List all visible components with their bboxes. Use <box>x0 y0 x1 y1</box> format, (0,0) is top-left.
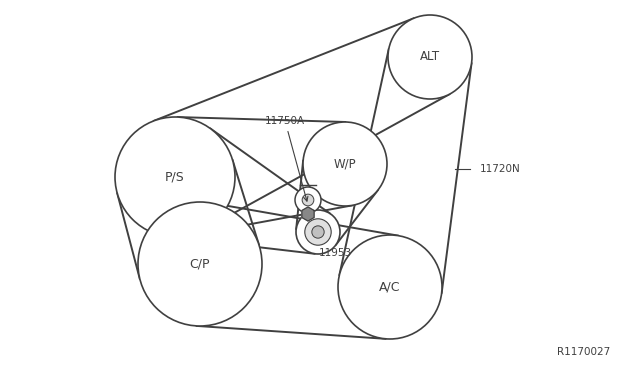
Circle shape <box>312 226 324 238</box>
Text: 11750A: 11750A <box>265 116 308 201</box>
Text: A/C: A/C <box>380 280 401 294</box>
Circle shape <box>296 210 340 254</box>
Circle shape <box>295 187 321 213</box>
Text: 11720N: 11720N <box>480 164 521 174</box>
Text: ALT: ALT <box>420 51 440 64</box>
Text: C/P: C/P <box>189 257 211 270</box>
Ellipse shape <box>138 202 262 326</box>
Circle shape <box>305 219 332 245</box>
Ellipse shape <box>115 117 235 237</box>
Text: 11953: 11953 <box>319 248 351 258</box>
Ellipse shape <box>303 122 387 206</box>
Ellipse shape <box>388 15 472 99</box>
Polygon shape <box>302 207 314 221</box>
Circle shape <box>302 194 314 206</box>
Text: P/S: P/S <box>165 170 185 183</box>
Text: W/P: W/P <box>333 157 356 170</box>
Text: R1170027: R1170027 <box>557 347 610 357</box>
Ellipse shape <box>338 235 442 339</box>
